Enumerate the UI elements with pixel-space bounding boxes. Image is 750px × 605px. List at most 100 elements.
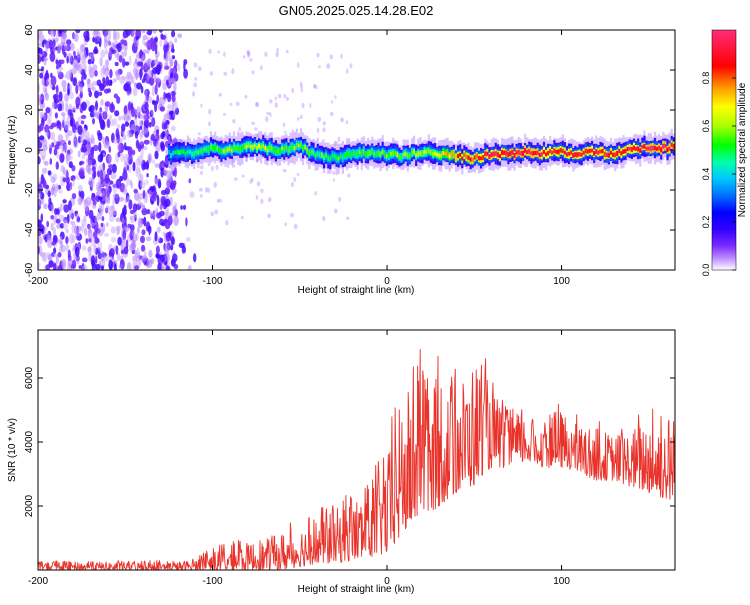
noise-speckle bbox=[57, 251, 62, 258]
noise-speckle bbox=[128, 55, 132, 66]
ridge-cell bbox=[201, 149, 204, 154]
ridge-cell bbox=[651, 145, 654, 151]
ridge-cell bbox=[653, 145, 657, 151]
x-tick-label: -100 bbox=[203, 276, 223, 287]
noise-speckle bbox=[309, 102, 312, 109]
ridge-cell bbox=[599, 149, 602, 154]
noise-speckle bbox=[154, 177, 158, 186]
noise-speckle bbox=[81, 101, 87, 111]
noise-speckle bbox=[140, 244, 146, 252]
noise-speckle bbox=[347, 173, 351, 178]
noise-speckle bbox=[193, 62, 198, 68]
ridge-cell bbox=[488, 153, 491, 159]
ridge-cell bbox=[417, 151, 420, 157]
ridge-cell bbox=[174, 150, 177, 155]
ridge-cell bbox=[605, 152, 608, 157]
noise-speckle bbox=[114, 61, 119, 67]
noise-speckle bbox=[256, 181, 261, 187]
noise-speckle bbox=[104, 101, 111, 107]
noise-speckle bbox=[170, 244, 174, 251]
noise-speckle bbox=[49, 51, 56, 62]
noise-speckle bbox=[103, 88, 109, 94]
noise-speckle bbox=[143, 216, 147, 227]
noise-speckle bbox=[200, 103, 203, 108]
noise-speckle bbox=[115, 225, 121, 232]
colorbar-tick-label: 0.2 bbox=[701, 216, 711, 229]
noise-speckle bbox=[62, 219, 69, 231]
noise-speckle bbox=[214, 209, 219, 215]
ridge-cell bbox=[490, 152, 493, 158]
noise-speckle bbox=[134, 265, 140, 270]
noise-speckle bbox=[44, 124, 50, 133]
noise-speckle bbox=[154, 101, 158, 113]
noise-speckle bbox=[112, 138, 119, 144]
ridge-cell bbox=[612, 152, 615, 157]
y-tick-label: 2000 bbox=[24, 494, 35, 517]
noise-speckle bbox=[178, 242, 185, 248]
noise-speckle bbox=[106, 167, 112, 176]
noise-speckle bbox=[167, 92, 172, 103]
noise-speckle bbox=[124, 198, 128, 204]
noise-speckle bbox=[153, 73, 157, 83]
ridge-cell bbox=[662, 143, 665, 149]
ridge-cell bbox=[268, 145, 271, 150]
noise-speckle bbox=[114, 70, 119, 76]
noise-speckle bbox=[42, 179, 47, 189]
noise-speckle bbox=[102, 136, 105, 145]
ridge-cell bbox=[331, 154, 334, 158]
noise-speckle bbox=[104, 173, 110, 184]
snr-y-axis-label: SNR (10 * v/v) bbox=[7, 418, 18, 482]
noise-speckle bbox=[112, 117, 118, 126]
noise-speckle bbox=[260, 65, 263, 71]
noise-speckle bbox=[38, 185, 43, 191]
ridge-cell bbox=[239, 147, 242, 152]
noise-speckle bbox=[59, 203, 63, 212]
noise-speckle bbox=[157, 235, 161, 242]
noise-speckle bbox=[78, 184, 83, 192]
y-tick-label: 6000 bbox=[24, 366, 35, 389]
noise-speckle bbox=[136, 247, 140, 259]
ridge-cell bbox=[578, 152, 581, 157]
noise-speckle bbox=[92, 81, 98, 86]
noise-speckle bbox=[165, 265, 170, 270]
noise-speckle bbox=[50, 131, 55, 141]
noise-speckle bbox=[63, 74, 70, 79]
ridge-cell bbox=[346, 152, 349, 157]
noise-speckle bbox=[52, 235, 56, 243]
noise-speckle bbox=[233, 177, 238, 181]
noise-speckle bbox=[103, 111, 107, 119]
ridge-cell bbox=[318, 152, 321, 158]
noise-speckle bbox=[160, 143, 166, 152]
noise-speckle bbox=[163, 123, 168, 130]
noise-speckle bbox=[158, 205, 165, 210]
noise-speckle bbox=[91, 192, 96, 198]
noise-speckle bbox=[115, 31, 120, 40]
noise-speckle bbox=[162, 83, 168, 91]
figure-title: GN05.2025.025.14.28.E02 bbox=[279, 3, 434, 18]
noise-speckle bbox=[134, 40, 138, 48]
noise-speckle bbox=[126, 262, 132, 270]
noise-speckle bbox=[38, 54, 42, 64]
ridge-cell bbox=[595, 149, 598, 154]
noise-speckle bbox=[58, 214, 65, 221]
noise-speckle bbox=[135, 232, 139, 242]
x-tick-label: 0 bbox=[384, 276, 390, 287]
noise-speckle bbox=[39, 135, 45, 141]
ridge-cell bbox=[369, 150, 372, 156]
noise-speckle bbox=[77, 125, 83, 135]
noise-speckle bbox=[112, 193, 119, 199]
noise-speckle bbox=[41, 167, 48, 174]
noise-speckle bbox=[86, 78, 91, 85]
ridge-cell bbox=[228, 146, 231, 152]
noise-speckle bbox=[69, 112, 74, 121]
noise-speckle bbox=[134, 57, 138, 65]
ridge-cell bbox=[448, 154, 451, 159]
noise-speckle bbox=[117, 42, 122, 53]
noise-speckle bbox=[105, 205, 110, 214]
ridge-cell bbox=[230, 148, 233, 153]
noise-speckle bbox=[231, 164, 236, 168]
noise-speckle bbox=[48, 125, 54, 130]
noise-speckle bbox=[52, 39, 56, 48]
ridge-cell bbox=[274, 148, 277, 154]
noise-speckle bbox=[141, 204, 146, 210]
